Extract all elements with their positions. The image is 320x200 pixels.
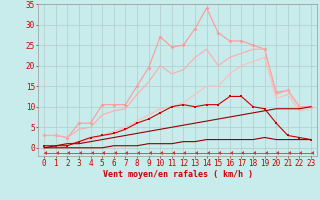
X-axis label: Vent moyen/en rafales ( km/h ): Vent moyen/en rafales ( km/h ) bbox=[103, 170, 252, 179]
